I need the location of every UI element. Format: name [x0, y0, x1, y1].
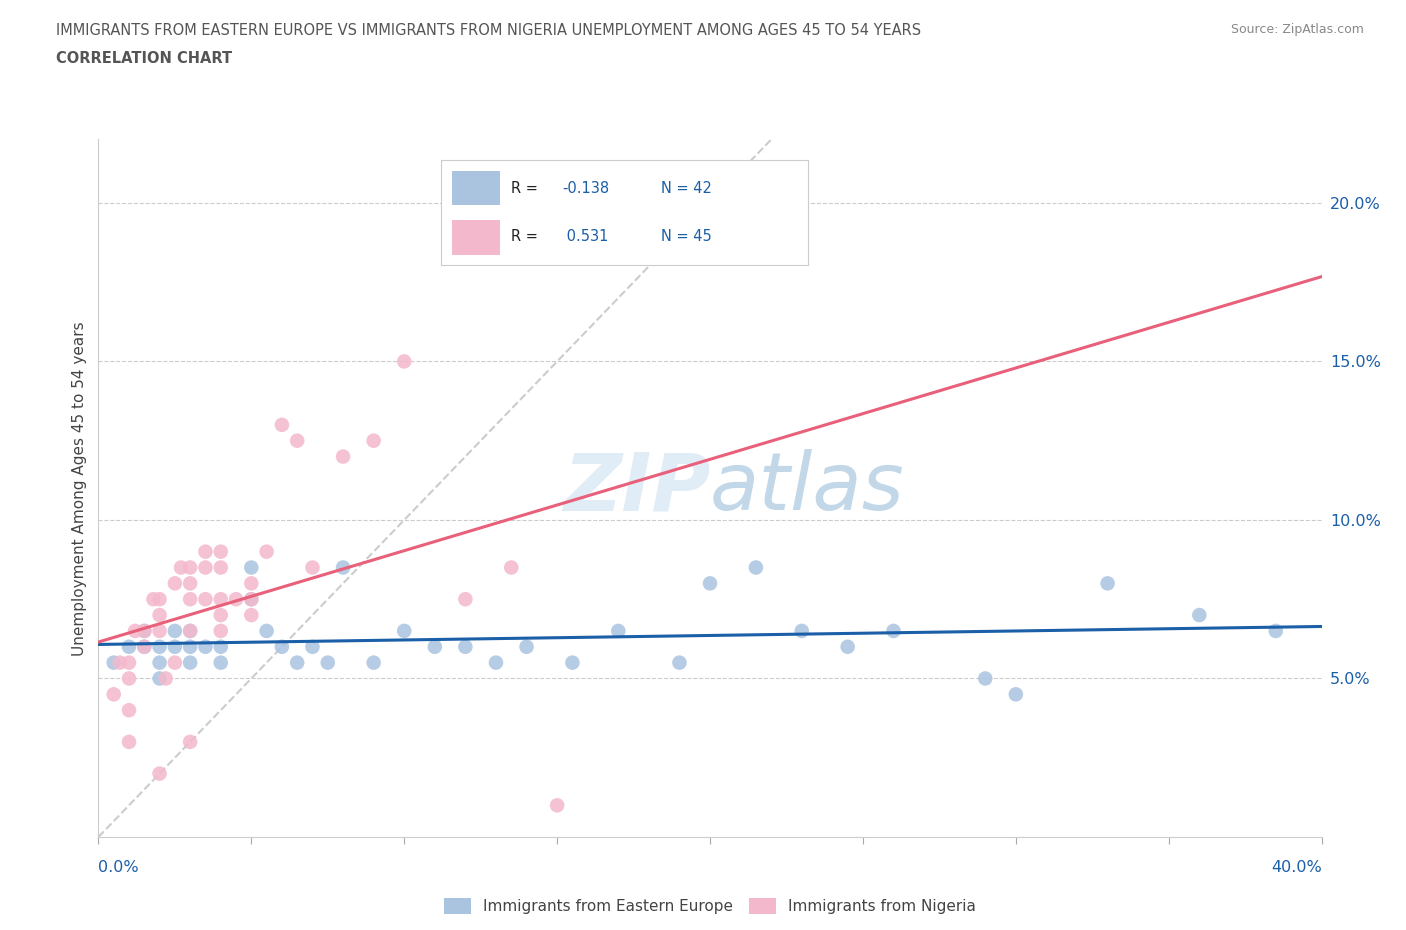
Point [209, 655, 232, 670]
Point [392, 623, 416, 638]
Text: Source: ZipAtlas.com: Source: ZipAtlas.com [1230, 23, 1364, 36]
Point [516, 639, 538, 654]
Point [179, 735, 201, 750]
Text: atlas: atlas [710, 449, 905, 527]
Point [142, 591, 165, 606]
Point [883, 623, 905, 638]
Point [179, 560, 201, 575]
Point [209, 560, 232, 575]
Point [134, 639, 156, 654]
Point [546, 798, 568, 813]
Point [163, 623, 186, 638]
Point [974, 671, 997, 686]
Point [134, 623, 156, 638]
Point [423, 639, 446, 654]
Point [179, 576, 201, 591]
Point [209, 544, 232, 559]
Point [790, 623, 813, 638]
Point [118, 703, 141, 718]
Text: ZIP: ZIP [562, 449, 710, 527]
Point [1004, 687, 1026, 702]
Point [256, 623, 278, 638]
Point [134, 639, 156, 654]
Point [103, 655, 125, 670]
Point [1264, 623, 1286, 638]
Point [108, 655, 131, 670]
Point [149, 655, 172, 670]
Point [118, 671, 141, 686]
Point [149, 623, 172, 638]
Y-axis label: Unemployment Among Ages 45 to 54 years: Unemployment Among Ages 45 to 54 years [72, 321, 87, 656]
Point [668, 655, 690, 670]
Point [179, 623, 201, 638]
Point [163, 639, 186, 654]
Point [163, 655, 186, 670]
Point [194, 591, 217, 606]
Text: 40.0%: 40.0% [1271, 860, 1322, 875]
Text: CORRELATION CHART: CORRELATION CHART [56, 51, 232, 66]
Point [301, 560, 323, 575]
Point [240, 591, 263, 606]
Point [699, 576, 721, 591]
Point [1188, 607, 1211, 622]
Text: 0.0%: 0.0% [98, 860, 139, 875]
Point [607, 623, 630, 638]
Point [194, 639, 217, 654]
Point [209, 607, 232, 622]
Point [285, 655, 308, 670]
Point [240, 591, 263, 606]
Point [270, 639, 292, 654]
Point [194, 544, 217, 559]
Point [285, 433, 308, 448]
Legend: Immigrants from Eastern Europe, Immigrants from Nigeria: Immigrants from Eastern Europe, Immigran… [437, 892, 983, 920]
Point [240, 607, 263, 622]
Point [179, 639, 201, 654]
Point [454, 639, 477, 654]
Point [179, 655, 201, 670]
Point [240, 576, 263, 591]
Point [149, 639, 172, 654]
Point [155, 671, 177, 686]
Point [301, 639, 323, 654]
Point [118, 655, 141, 670]
Point [149, 591, 172, 606]
Point [332, 560, 354, 575]
Text: IMMIGRANTS FROM EASTERN EUROPE VS IMMIGRANTS FROM NIGERIA UNEMPLOYMENT AMONG AGE: IMMIGRANTS FROM EASTERN EUROPE VS IMMIGR… [56, 23, 921, 38]
Point [837, 639, 859, 654]
Point [225, 591, 247, 606]
Point [209, 623, 232, 638]
Point [149, 671, 172, 686]
Point [316, 655, 339, 670]
Point [454, 591, 477, 606]
Point [149, 766, 172, 781]
Point [332, 449, 354, 464]
Point [118, 735, 141, 750]
Point [745, 560, 768, 575]
Point [170, 560, 193, 575]
Point [561, 655, 583, 670]
Point [1097, 576, 1119, 591]
Point [485, 655, 508, 670]
Point [149, 607, 172, 622]
Point [134, 623, 156, 638]
Point [363, 655, 385, 670]
Point [209, 639, 232, 654]
Point [240, 560, 263, 575]
Point [118, 639, 141, 654]
Point [392, 354, 416, 369]
Point [501, 560, 523, 575]
Point [103, 687, 125, 702]
Point [179, 591, 201, 606]
Point [256, 544, 278, 559]
Point [209, 591, 232, 606]
Point [163, 576, 186, 591]
Point [194, 560, 217, 575]
Point [270, 418, 292, 432]
Point [124, 623, 146, 638]
Point [363, 433, 385, 448]
Point [179, 623, 201, 638]
